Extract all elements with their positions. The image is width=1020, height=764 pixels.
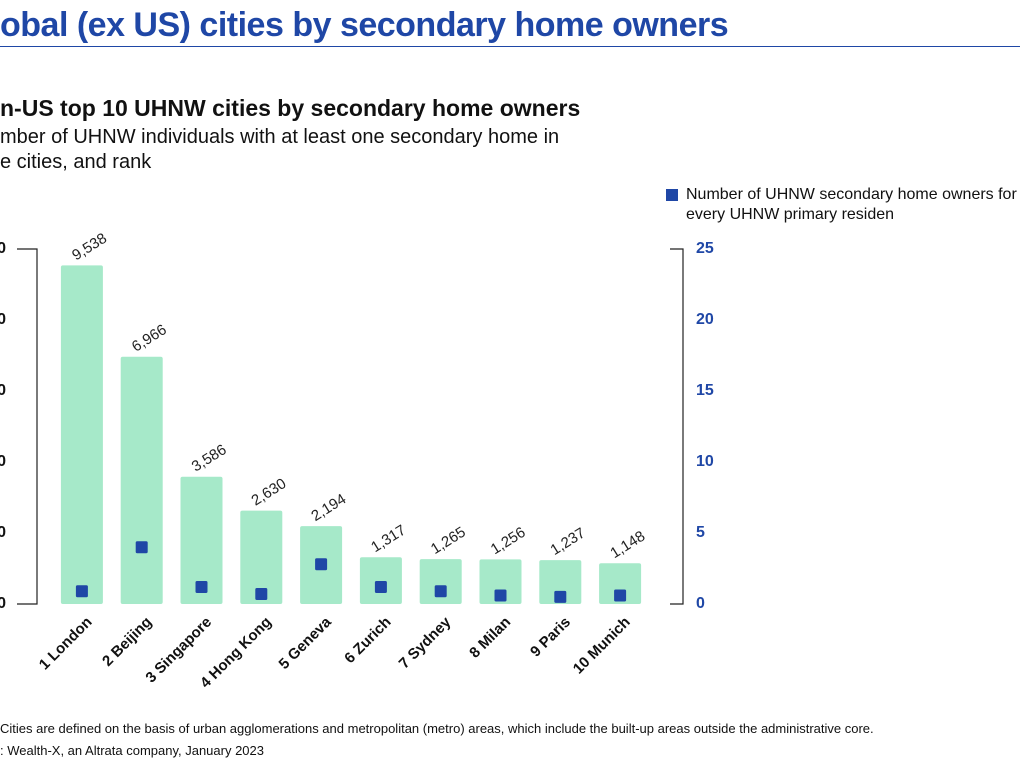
x-tick-label: 8 Milan [466, 614, 514, 662]
bar [479, 559, 522, 604]
value-label: 6,966 [129, 321, 170, 355]
y2-tick-label: 0 [696, 595, 705, 612]
bar [60, 265, 103, 604]
y2-tick-label: 15 [696, 382, 714, 399]
y-tick-label: 10,000 [0, 240, 6, 257]
y2-axis [670, 248, 684, 605]
y2-tick-label: 25 [696, 240, 714, 257]
title: obal (ex US) cities by secondary home ow… [0, 6, 729, 44]
note: : Wealth-X, an Altrata company, January … [0, 743, 264, 758]
y2-tick-label: 10 [696, 453, 714, 470]
value-label: 1,265 [428, 524, 469, 558]
point [75, 585, 88, 598]
y-tick-label: 8,000 [0, 311, 6, 328]
value-label: 1,237 [548, 525, 589, 559]
value-label: 9,538 [69, 230, 110, 264]
x-tick-label: 10 Munich [570, 614, 634, 678]
x-tick-label: 9 Paris [527, 614, 574, 661]
bar [599, 563, 642, 604]
point [494, 589, 507, 602]
y-tick-label: 2,000 [0, 524, 6, 541]
y-tick-label: 0 [0, 595, 6, 612]
bar [539, 560, 582, 604]
y-tick-label: 6,000 [0, 382, 6, 399]
title-rule [0, 46, 1020, 47]
point [374, 580, 387, 593]
bar [359, 557, 402, 604]
y2-tick-label: 20 [696, 311, 714, 328]
value-label: 1,256 [488, 524, 529, 558]
point [614, 589, 627, 602]
description: mber of UHNW individuals with at least o… [0, 126, 560, 148]
x-tick-label: 6 Zurich [341, 614, 394, 667]
x-tick-label: 1 London [36, 614, 96, 674]
y-axis [17, 248, 38, 605]
value-label: 2,630 [249, 475, 290, 509]
point [195, 580, 208, 593]
x-tick-label: 7 Sydney [396, 613, 455, 672]
legend-label: Number of UHNW secondary home owners for… [686, 186, 1017, 223]
point [434, 585, 447, 598]
bar [240, 510, 283, 604]
value-label: 1,317 [368, 522, 409, 556]
y2-tick-label: 5 [696, 524, 705, 541]
legend-swatch [666, 189, 678, 201]
value-label: 1,148 [607, 528, 648, 562]
bar [180, 476, 223, 604]
point [255, 588, 268, 601]
value-label: 3,586 [189, 441, 230, 475]
x-tick-label: 2 Beijing [99, 614, 155, 670]
bar [120, 356, 163, 604]
y-tick-label: 4,000 [0, 453, 6, 470]
point [554, 590, 567, 603]
note: Cities are defined on the basis of urban… [0, 721, 874, 736]
point [315, 558, 328, 571]
description: e cities, and rank [0, 151, 152, 173]
subtitle: n-US top 10 UHNW cities by secondary hom… [0, 95, 581, 121]
point [135, 541, 148, 554]
bar [419, 559, 462, 604]
x-tick-label: 5 Geneva [276, 613, 336, 673]
value-label: 2,194 [308, 491, 349, 525]
